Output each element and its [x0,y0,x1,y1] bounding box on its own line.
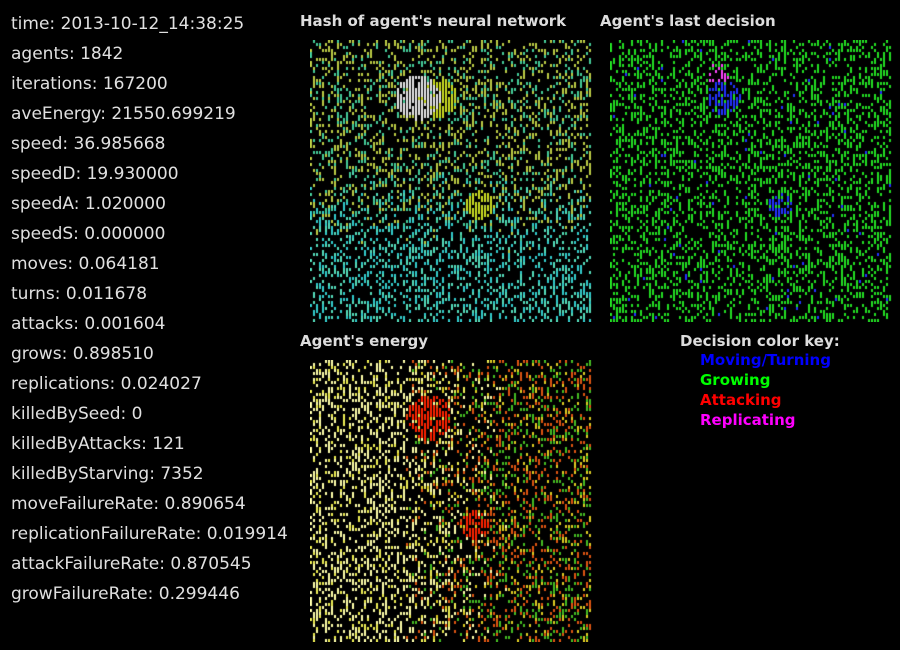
stat-value: 0 [131,404,143,424]
stat-value: 0.001604 [84,314,166,334]
stat-value: 0.024027 [120,374,202,394]
stat-replications: replications: 0.024027 [11,374,202,394]
stat-killedBySeed: killedBySeed: 0 [11,404,143,424]
stat-value: 1.020000 [84,194,166,214]
stat-value: 0.019914 [206,524,288,544]
stat-value: 0.870545 [170,554,252,574]
energy-panel-title: Agent's energy [300,332,429,350]
stat-killedByStarving: killedByStarving: 7352 [11,464,204,484]
stat-growFailureRate: growFailureRate: 0.299446 [11,584,240,604]
stat-label: aveEnergy [11,104,101,124]
stat-speedS: speedS: 0.000000 [11,224,166,244]
stat-iterations: iterations: 167200 [11,74,168,94]
decision-panel-title: Agent's last decision [600,12,776,30]
stat-speedA: speedA: 1.020000 [11,194,166,214]
stat-label: attacks [11,314,74,334]
stat-value: 121 [152,434,185,454]
stat-value: 0.898510 [72,344,154,364]
stat-label: attackFailureRate [11,554,160,574]
stat-label: turns [11,284,55,304]
key-item-growing: Growing [700,371,771,389]
stat-value: 0.299446 [158,584,240,604]
stat-label: speedA [11,194,74,214]
stat-label: replicationFailureRate [11,524,196,544]
stat-label: speedD [11,164,76,184]
key-item-attacking: Attacking [700,391,782,409]
stat-value: 36.985668 [73,134,166,154]
stat-value: 0.000000 [84,224,166,244]
stat-grows: grows: 0.898510 [11,344,154,364]
stat-label: moveFailureRate [11,494,154,514]
stat-moves: moves: 0.064181 [11,254,160,274]
stat-value: 0.011678 [65,284,148,304]
hash-grid-canvas [310,40,592,322]
stat-label: replications [11,374,110,394]
stat-label: killedByAttacks [11,434,142,454]
stat-killedByAttacks: killedByAttacks: 121 [11,434,185,454]
stat-label: grows [11,344,62,364]
stat-replicationFailureRate: replicationFailureRate: 0.019914 [11,524,288,544]
stat-aveEnergy: aveEnergy: 21550.699219 [11,104,236,124]
hash-panel-title: Hash of agent's neural network [300,12,567,30]
stat-label: growFailureRate [11,584,148,604]
stat-value: 19.930000 [86,164,179,184]
stat-turns: turns: 0.011678 [11,284,148,304]
stat-value: 0.890654 [164,494,246,514]
stat-label: speed [11,134,63,154]
stat-value: 167200 [102,74,168,94]
key-item-replicating: Replicating [700,411,796,429]
stat-speedD: speedD: 19.930000 [11,164,179,184]
stat-attackFailureRate: attackFailureRate: 0.870545 [11,554,252,574]
stat-value: 7352 [160,464,204,484]
decision-grid-canvas [610,40,892,322]
decision-color-key: Decision color key: Moving/Turning Growin… [680,332,840,430]
stat-value: 0.064181 [78,254,160,274]
stat-time: time: 2013-10-12_14:38:25 [11,14,245,34]
stat-moveFailureRate: moveFailureRate: 0.890654 [11,494,246,514]
stat-attacks: attacks: 0.001604 [11,314,166,334]
stat-label: agents [11,44,69,64]
key-item-moving-turning: Moving/Turning [700,351,831,369]
stat-agents: agents: 1842 [11,44,124,64]
stat-label: time [11,14,50,34]
stat-value: 1842 [80,44,124,64]
stat-label: killedBySeed [11,404,121,424]
stat-value: 21550.699219 [111,104,236,124]
stat-label: killedByStarving [11,464,150,484]
key-title: Decision color key: [680,332,840,350]
stat-value: 2013-10-12_14:38:25 [60,14,245,34]
stat-speed: speed: 36.985668 [11,134,166,154]
stat-label: moves [11,254,68,274]
stats-panel: time: 2013-10-12_14:38:25 agents: 1842 ite… [11,9,288,609]
stat-label: speedS [11,224,74,244]
energy-grid-canvas [310,360,592,642]
stat-label: iterations [11,74,92,94]
